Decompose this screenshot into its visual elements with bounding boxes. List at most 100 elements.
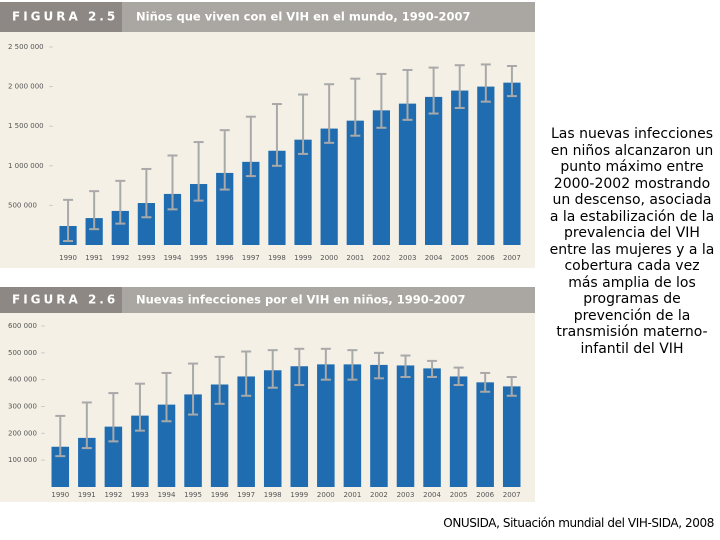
bar (111, 210, 129, 245)
x-tick-label: 2003 (399, 254, 417, 262)
error-bar (115, 179, 126, 225)
error-bar (373, 351, 384, 380)
x-tick-label: 1990 (59, 254, 77, 262)
chart-title: Nuevas infecciones por el VIH en niños, … (136, 293, 466, 307)
bar (263, 370, 282, 487)
x-tick-label: 1998 (264, 491, 282, 499)
x-tick-label: 2007 (503, 491, 521, 499)
x-tick-label: 2004 (425, 254, 443, 262)
x-tick-label: 2000 (320, 254, 338, 262)
error-bar (108, 392, 119, 443)
bar (210, 384, 229, 487)
error-bar (298, 93, 309, 155)
error-bar (427, 359, 438, 378)
error-bar (402, 68, 413, 121)
error-bar (320, 347, 331, 381)
header-label-box (0, 287, 122, 313)
error-bar (63, 198, 74, 243)
bar (398, 103, 417, 246)
figure-label: FIGURA 2.5 (12, 10, 118, 24)
bar (370, 364, 388, 487)
bar (449, 376, 468, 487)
bar (477, 86, 495, 245)
error-bar (454, 64, 465, 109)
x-tick-label: 2002 (370, 491, 388, 499)
bar (242, 161, 260, 245)
source: ONUSIDA, Situación mundial del VIH-SIDA,… (443, 516, 714, 530)
x-tick-label: 2001 (346, 254, 364, 262)
chart-title: Niños que viven con el VIH en el mundo, … (136, 10, 471, 24)
header-title-box (122, 287, 535, 313)
error-bar (81, 401, 92, 450)
bar (78, 437, 96, 487)
bar (451, 90, 469, 245)
error-bar (141, 167, 152, 219)
error-bar (267, 349, 278, 389)
bar (396, 365, 415, 487)
x-tick-label: 2004 (423, 491, 441, 499)
error-bar (294, 347, 305, 387)
x-tick-label: 1999 (294, 254, 312, 262)
bar (290, 366, 309, 487)
x-tick-label: 1993 (137, 254, 155, 262)
x-tick-label: 1996 (211, 491, 229, 499)
error-bar (271, 103, 282, 167)
x-tick-label: 1997 (237, 491, 255, 499)
bar (157, 404, 176, 487)
x-tick-label: 2001 (343, 491, 361, 499)
bar (131, 415, 149, 487)
bar (268, 150, 286, 245)
x-tick-label: 2003 (397, 491, 415, 499)
x-tick-label: 2002 (372, 254, 390, 262)
error-bar (376, 72, 387, 129)
bar (294, 139, 312, 245)
x-tick-label: 1991 (85, 254, 103, 262)
y-tick-label: 500 000 (8, 201, 37, 209)
x-tick-label: 2006 (476, 491, 494, 499)
bar (184, 394, 202, 487)
bar (476, 382, 494, 487)
error-bar (89, 190, 100, 231)
y-tick-label: 500 000 (8, 349, 37, 357)
error-bar (428, 66, 439, 115)
x-tick-label: 2000 (317, 491, 335, 499)
error-bar (506, 65, 517, 98)
error-bar (480, 371, 491, 393)
error-bar (134, 382, 145, 432)
x-tick-label: 2006 (477, 254, 495, 262)
error-bar (453, 366, 464, 387)
error-bar (245, 115, 256, 178)
bar (346, 120, 364, 245)
header-title-box (122, 2, 535, 32)
error-bar (506, 375, 517, 397)
y-tick-label: 1 500 000 (8, 122, 44, 130)
y-tick-label: 400 000 (8, 376, 37, 384)
x-tick-label: 2005 (451, 254, 469, 262)
bar (85, 218, 103, 245)
figure-label: FIGURA 2.6 (12, 293, 118, 307)
x-tick-label: 1992 (111, 254, 129, 262)
bar (502, 386, 521, 487)
y-tick-label: 300 000 (8, 403, 37, 411)
error-bar (55, 414, 66, 458)
error-bar (324, 83, 335, 144)
bar (137, 203, 156, 245)
bar (237, 376, 255, 487)
x-tick-label: 1992 (104, 491, 122, 499)
x-tick-label: 1996 (216, 254, 234, 262)
x-tick-label: 1995 (184, 491, 202, 499)
bar (189, 184, 208, 245)
x-tick-label: 1999 (290, 491, 308, 499)
header-label-box (0, 2, 122, 32)
bar (372, 110, 391, 245)
bar (163, 193, 182, 245)
x-tick-label: 1994 (158, 491, 176, 499)
bar (423, 368, 441, 487)
bar (320, 128, 338, 245)
error-bar (219, 129, 230, 191)
x-tick-label: 1995 (190, 254, 208, 262)
bar (216, 172, 234, 245)
error-bar (188, 362, 199, 416)
x-tick-label: 1998 (268, 254, 286, 262)
side-text: Las nuevas infecciones en niños alcanzar… (549, 126, 715, 357)
